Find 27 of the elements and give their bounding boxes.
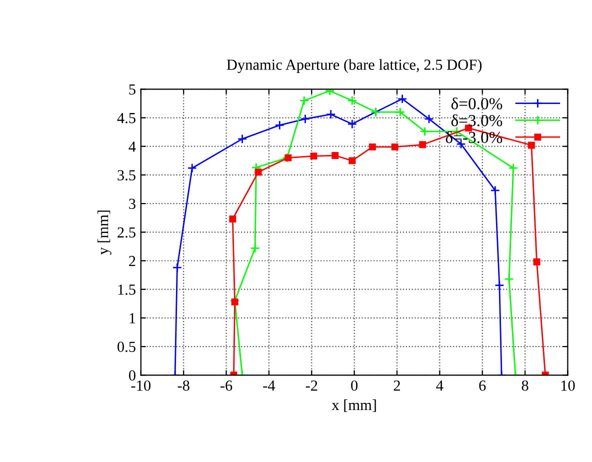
y-tick-label: 0.5 [118, 342, 136, 352]
y-axis-title: y [mm] [97, 210, 112, 255]
x-tick-label: -10 [131, 380, 150, 391]
y-tick-label: 3 [129, 198, 136, 210]
legend-label: δ=0.0% [451, 98, 502, 110]
x-tick-label: 4 [436, 380, 444, 391]
x-tick-label: -8 [178, 380, 190, 391]
x-tick-label: 2 [394, 380, 400, 391]
y-tick-label: 4.5 [117, 113, 136, 124]
y-tick-label: 5 [129, 84, 136, 95]
y-tick-label: 3.5 [118, 170, 136, 180]
x-tick-label: 8 [522, 380, 528, 391]
y-tick-label: 0 [128, 370, 136, 381]
x-tick-label: 0 [351, 380, 358, 391]
legend-label: δ=3.0% [451, 114, 502, 126]
x-axis-title: x [mm] [332, 399, 376, 412]
x-tick-label: 10 [561, 380, 575, 391]
y-tick-label: 4 [128, 142, 136, 152]
x-tick-label: -6 [220, 380, 232, 391]
y-tick-label: 2 [129, 256, 136, 266]
x-tick-label: -4 [263, 380, 276, 391]
x-tick-label: -2 [306, 380, 318, 391]
x-tick-label: 6 [479, 380, 486, 391]
y-tick-label: 2.5 [118, 227, 136, 238]
chart-title: Dynamic Aperture (bare lattice, 2.5 DOF) [226, 59, 482, 74]
y-tick-label: 1.5 [118, 284, 136, 295]
y-tick-label: 1 [130, 313, 136, 324]
